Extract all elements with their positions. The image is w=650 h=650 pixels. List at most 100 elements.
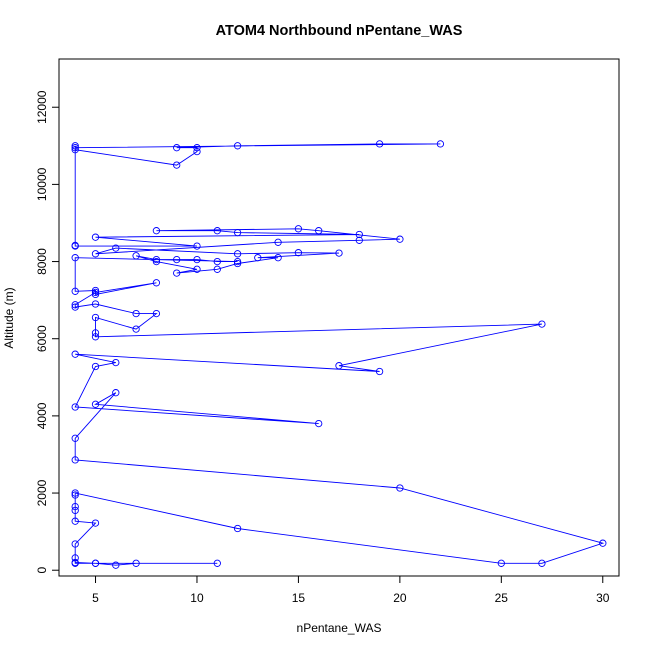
data-point <box>112 389 120 397</box>
x-tick-label: 30 <box>596 591 610 605</box>
data-point <box>538 320 546 328</box>
x-axis-label: nPentane_WAS <box>297 621 382 635</box>
x-axis: 5 10 15 20 25 30 <box>92 575 610 605</box>
plot-frame <box>58 58 620 577</box>
data-point <box>112 561 120 569</box>
data-point <box>71 403 79 411</box>
y-tick-label: 6000 <box>35 325 49 352</box>
data-point <box>71 540 79 548</box>
data-point <box>213 257 221 266</box>
data-point <box>173 144 181 152</box>
data-point <box>71 146 79 154</box>
y-tick-label: 8000 <box>35 248 49 275</box>
data-point <box>233 259 242 268</box>
data-point <box>91 290 100 299</box>
data-point <box>497 559 505 567</box>
series-layer <box>71 140 607 569</box>
data-point <box>152 255 161 264</box>
data-point <box>233 250 242 258</box>
series-line <box>74 143 605 566</box>
data-point <box>152 227 161 235</box>
data-point <box>274 254 282 262</box>
data-point <box>173 269 181 277</box>
data-point <box>91 329 100 337</box>
data-point <box>91 400 100 408</box>
data-point <box>335 249 343 257</box>
data-point <box>91 250 100 258</box>
data-point <box>193 242 201 250</box>
data-point <box>152 309 161 318</box>
chart-title: ATOM4 Northbound nPentane_WAS <box>216 23 463 39</box>
data-point <box>71 301 79 309</box>
data-point <box>233 524 242 533</box>
data-point <box>71 506 79 515</box>
data-point <box>294 225 303 233</box>
data-point <box>213 559 221 567</box>
data-point <box>91 300 100 308</box>
data-point <box>71 456 79 464</box>
y-tick-label: 4000 <box>35 402 49 429</box>
data-point <box>193 255 201 264</box>
data-point <box>193 265 201 273</box>
data-point <box>396 484 404 492</box>
x-tick-label: 5 <box>92 591 99 605</box>
data-point <box>254 254 262 262</box>
data-point <box>274 238 282 246</box>
data-point <box>91 362 100 371</box>
data-point <box>375 140 384 148</box>
data-point <box>538 559 546 567</box>
data-point <box>71 558 79 567</box>
data-point <box>152 257 161 266</box>
data-point <box>71 254 79 262</box>
x-tick-label: 15 <box>292 591 306 605</box>
data-point <box>599 539 607 547</box>
y-axis: 0 2000 4000 6000 8000 10000 12000 <box>35 90 60 574</box>
data-point <box>315 419 323 428</box>
data-point <box>91 288 100 297</box>
data-point <box>91 519 100 527</box>
data-point <box>132 252 140 260</box>
data-point <box>71 491 79 499</box>
data-point <box>71 303 79 311</box>
data-point <box>71 434 79 442</box>
data-point <box>91 313 100 322</box>
data-point <box>91 233 100 241</box>
data-point <box>71 142 79 150</box>
data-point <box>91 333 100 341</box>
data-point <box>355 236 363 244</box>
y-tick-label: 2000 <box>35 479 49 506</box>
data-point <box>152 279 161 287</box>
data-point <box>396 235 404 243</box>
y-tick-label: 0 <box>35 567 49 574</box>
data-point <box>315 227 323 235</box>
data-point <box>132 309 140 318</box>
data-point <box>71 287 79 295</box>
y-tick-label: 10000 <box>35 167 49 201</box>
data-point <box>112 244 120 252</box>
data-point <box>91 286 100 295</box>
data-point <box>294 249 303 257</box>
data-point <box>233 142 242 150</box>
data-point <box>335 362 343 370</box>
x-tick-label: 20 <box>393 591 407 605</box>
y-axis-label: Altitude (m) <box>2 287 16 348</box>
data-point <box>375 367 384 376</box>
data-point <box>71 554 79 562</box>
data-point <box>355 230 363 239</box>
data-point <box>132 325 140 333</box>
x-tick-label: 10 <box>190 591 204 605</box>
data-point <box>132 559 140 567</box>
data-point <box>71 489 79 497</box>
data-point <box>71 144 79 152</box>
data-point <box>213 227 221 235</box>
data-point <box>193 147 201 156</box>
data-point <box>213 265 221 273</box>
data-point <box>173 161 181 169</box>
data-point <box>193 144 201 152</box>
data-point <box>173 255 181 264</box>
x-tick-label: 25 <box>495 591 509 605</box>
data-point <box>436 140 445 148</box>
data-point <box>112 358 120 367</box>
data-point <box>71 517 79 525</box>
